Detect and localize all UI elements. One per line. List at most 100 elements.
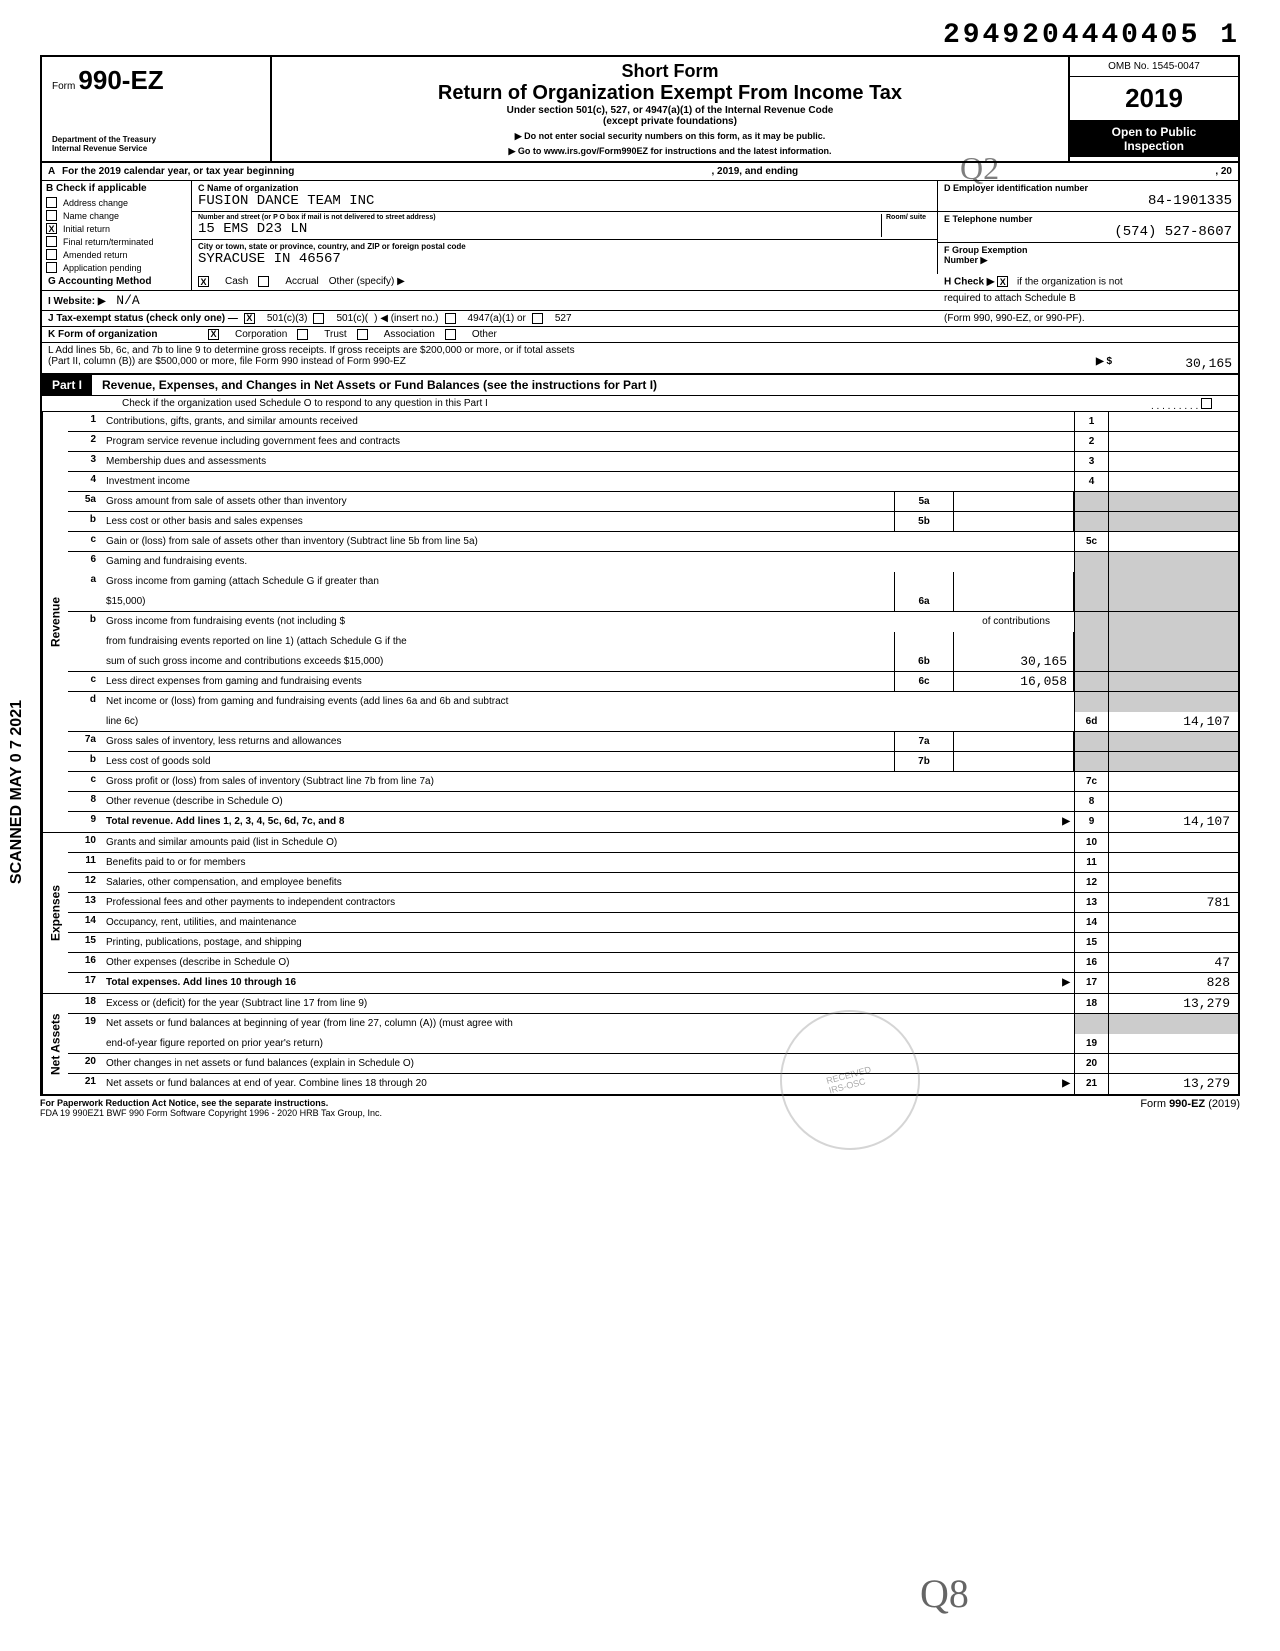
ln-desc: end-of-year figure reported on prior yea… bbox=[102, 1034, 1074, 1053]
ln-mid: 5a bbox=[894, 492, 954, 511]
ln-desc: Investment income bbox=[102, 472, 1074, 491]
checkbox-icon[interactable] bbox=[46, 210, 57, 221]
ln-box: 18 bbox=[1074, 994, 1108, 1013]
ln-num bbox=[68, 1034, 102, 1053]
ln-val: 828 bbox=[1108, 973, 1238, 993]
ln-val bbox=[1108, 913, 1238, 932]
501c-label: 501(c)( bbox=[336, 313, 368, 324]
ln-desc: line 6c) bbox=[102, 712, 1074, 731]
ln-box bbox=[1074, 632, 1108, 652]
line-6c: cLess direct expenses from gaming and fu… bbox=[68, 672, 1238, 692]
line-20: 20Other changes in net assets or fund ba… bbox=[68, 1054, 1238, 1074]
ln-num bbox=[68, 632, 102, 652]
ln-mid: 7a bbox=[894, 732, 954, 751]
checkbox-icon[interactable] bbox=[46, 236, 57, 247]
line-6d-1: dNet income or (loss) from gaming and fu… bbox=[68, 692, 1238, 712]
checkbox-schedo[interactable] bbox=[1201, 398, 1212, 409]
ln-midval bbox=[954, 632, 1074, 652]
ln-val bbox=[1108, 432, 1238, 451]
ln-mid: 7b bbox=[894, 752, 954, 771]
ln-desc: Printing, publications, postage, and shi… bbox=[102, 933, 1074, 952]
ln-desc: Gross profit or (loss) from sales of inv… bbox=[102, 772, 1074, 791]
checkbox-527[interactable] bbox=[532, 313, 543, 324]
check-final[interactable]: Final return/terminated bbox=[42, 235, 191, 248]
line-10: 10Grants and similar amounts paid (list … bbox=[68, 833, 1238, 853]
l-text1: L Add lines 5b, 6c, and 7b to line 9 to … bbox=[48, 345, 1232, 356]
ln-val bbox=[1108, 1014, 1238, 1034]
check-pending[interactable]: Application pending bbox=[42, 261, 191, 274]
501c3-label: 501(c)(3) bbox=[267, 313, 308, 324]
line-14: 14Occupancy, rent, utilities, and mainte… bbox=[68, 913, 1238, 933]
checkbox-icon[interactable] bbox=[46, 249, 57, 260]
ln-box bbox=[1074, 1014, 1108, 1034]
ln-val bbox=[1108, 632, 1238, 652]
row-i: I Website: ▶ N/A required to attach Sche… bbox=[40, 291, 1240, 311]
website-value: N/A bbox=[116, 293, 139, 308]
checkbox-501c3[interactable]: X bbox=[244, 313, 255, 324]
checkbox-other[interactable] bbox=[445, 329, 456, 340]
4947-label: 4947(a)(1) or bbox=[468, 313, 526, 324]
check-label: Application pending bbox=[63, 263, 142, 273]
checkbox-4947[interactable] bbox=[445, 313, 456, 324]
ln-box: 10 bbox=[1074, 833, 1108, 852]
h-text2: required to attach Schedule B bbox=[938, 291, 1238, 310]
ln-num: 12 bbox=[68, 873, 102, 892]
check-amended[interactable]: Amended return bbox=[42, 248, 191, 261]
ln-num: 10 bbox=[68, 833, 102, 852]
ln-val bbox=[1108, 472, 1238, 491]
line-3: 3Membership dues and assessments3 bbox=[68, 452, 1238, 472]
ln-box bbox=[1074, 512, 1108, 531]
line-7b: bLess cost of goods sold7b bbox=[68, 752, 1238, 772]
part1-sub-text: Check if the organization used Schedule … bbox=[122, 398, 488, 409]
arrow-icon: ▶ bbox=[1062, 816, 1070, 827]
527-label: 527 bbox=[555, 313, 572, 324]
part1-tag: Part I bbox=[42, 375, 92, 395]
ln-val bbox=[1108, 792, 1238, 811]
col-b-header: B Check if applicable bbox=[42, 181, 191, 196]
checkbox-icon[interactable]: X bbox=[46, 223, 57, 234]
check-initial[interactable]: XInitial return bbox=[42, 222, 191, 235]
checkbox-icon[interactable] bbox=[46, 262, 57, 273]
ln-num: 5a bbox=[68, 492, 102, 511]
ln-box: 8 bbox=[1074, 792, 1108, 811]
checkbox-icon[interactable] bbox=[46, 197, 57, 208]
checkbox-h[interactable]: X bbox=[997, 276, 1008, 287]
ln-box: 12 bbox=[1074, 873, 1108, 892]
ln-val bbox=[1108, 492, 1238, 511]
ln-midval bbox=[954, 512, 1074, 531]
ln-desc: Other changes in net assets or fund bala… bbox=[102, 1054, 1074, 1073]
line-6a-1: aGross income from gaming (attach Schedu… bbox=[68, 572, 1238, 592]
ln-box: 5c bbox=[1074, 532, 1108, 551]
check-name[interactable]: Name change bbox=[42, 209, 191, 222]
ln-desc: Gross amount from sale of assets other t… bbox=[102, 492, 894, 511]
checkbox-accrual[interactable] bbox=[258, 276, 269, 287]
checkbox-trust[interactable] bbox=[297, 329, 308, 340]
ln-desc: Program service revenue including govern… bbox=[102, 432, 1074, 451]
ln-val bbox=[1108, 1034, 1238, 1053]
check-label: Final return/terminated bbox=[63, 237, 154, 247]
ln-val: 14,107 bbox=[1108, 712, 1238, 731]
city-row: City or town, state or province, country… bbox=[192, 240, 937, 269]
ln-desc: Other revenue (describe in Schedule O) bbox=[102, 792, 1074, 811]
checkbox-assoc[interactable] bbox=[357, 329, 368, 340]
street-label: Number and street (or P O box if mail is… bbox=[198, 214, 881, 221]
checkbox-cash[interactable]: X bbox=[198, 276, 209, 287]
line-5c: cGain or (loss) from sale of assets othe… bbox=[68, 532, 1238, 552]
return-title: Return of Organization Exempt From Incom… bbox=[282, 82, 1058, 105]
ln-num: 2 bbox=[68, 432, 102, 451]
ln-val: 13,279 bbox=[1108, 1074, 1238, 1094]
arrow-icon: ▶ bbox=[1062, 1078, 1070, 1089]
check-address[interactable]: Address change bbox=[42, 196, 191, 209]
checkbox-501c[interactable] bbox=[313, 313, 324, 324]
checkbox-corp[interactable]: X bbox=[208, 329, 219, 340]
ln-desc: $15,000) bbox=[102, 592, 894, 611]
line-6b-1: bGross income from fundraising events (n… bbox=[68, 612, 1238, 632]
ln-val bbox=[1108, 452, 1238, 471]
ln-val bbox=[1108, 512, 1238, 531]
ln-desc: Total expenses. Add lines 10 through 16▶ bbox=[102, 973, 1074, 993]
line-15: 15Printing, publications, postage, and s… bbox=[68, 933, 1238, 953]
ln-box: 21 bbox=[1074, 1074, 1108, 1094]
ln-desc: Benefits paid to or for members bbox=[102, 853, 1074, 872]
header-right: OMB No. 1545-0047 2019 Open to Public In… bbox=[1068, 57, 1238, 161]
ln-box: 4 bbox=[1074, 472, 1108, 491]
